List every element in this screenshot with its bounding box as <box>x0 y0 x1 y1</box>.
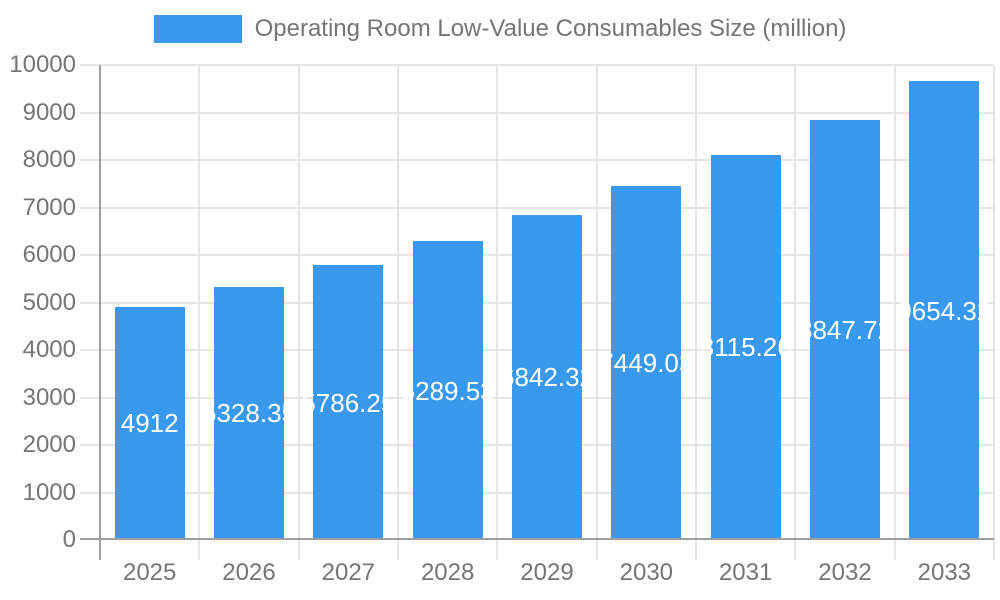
y-axis-label: 8000 <box>22 146 76 173</box>
bar[interactable] <box>114 306 185 540</box>
legend-swatch-icon <box>153 15 242 43</box>
y-axis-label: 6000 <box>22 241 76 268</box>
bar[interactable] <box>810 119 880 540</box>
bar-value-label: 9654.32 <box>897 295 992 326</box>
y-axis-label: 3000 <box>22 383 76 411</box>
bar-value-label: 6842.32 <box>500 362 594 393</box>
x-tick <box>397 540 399 560</box>
y-axis-label: 10000 <box>9 51 76 78</box>
x-gridline <box>993 65 995 540</box>
y-axis-label: 0 <box>62 526 76 553</box>
x-tick <box>794 540 797 560</box>
x-gridline <box>496 65 499 540</box>
x-gridline <box>198 65 201 540</box>
bar-value-label: 8847.72 <box>798 314 892 345</box>
x-tick <box>993 540 995 560</box>
x-axis-label: 2027 <box>321 559 376 586</box>
bar-value-label: 8115.26 <box>699 332 792 363</box>
x-axis-label: 2029 <box>520 559 574 586</box>
chart-title: Operating Room Low-Value Consumables Siz… <box>254 15 847 42</box>
y-axis-label: 5000 <box>22 288 76 316</box>
x-axis-label: 2031 <box>718 559 773 586</box>
bar[interactable] <box>412 241 483 540</box>
x-axis-label: 2033 <box>917 559 972 586</box>
legend[interactable]: Operating Room Low-Value Consumables Siz… <box>0 15 1000 43</box>
plot-area: 0 1000 2000 3000 4000 5000 6000 7000 8000 9000 100… <box>9 51 995 586</box>
bar[interactable] <box>512 214 582 540</box>
x-tick <box>893 540 896 560</box>
x-gridline <box>595 65 598 540</box>
bar[interactable] <box>313 265 384 540</box>
x-tick <box>198 540 201 560</box>
bar-value-label: 6289.53 <box>400 375 495 406</box>
x-axis-line <box>80 538 994 540</box>
x-axis-label: 2025 <box>122 559 177 586</box>
x-tick <box>496 540 499 560</box>
x-gridline <box>397 65 399 540</box>
bar[interactable] <box>710 154 781 540</box>
bar[interactable] <box>611 186 682 540</box>
bar[interactable] <box>214 286 284 540</box>
y-gridline <box>80 206 994 209</box>
y-gridline <box>80 159 994 161</box>
bar-value-label: 7449.03 <box>599 348 694 379</box>
x-axis-label: 2030 <box>619 559 674 586</box>
y-axis-label: 1000 <box>22 478 76 506</box>
bar-value-label: 5786.25 <box>301 387 396 418</box>
bar[interactable] <box>909 81 980 540</box>
y-axis-label: 9000 <box>22 98 76 126</box>
x-axis-label: 2026 <box>222 559 276 586</box>
x-axis-label: 2032 <box>818 559 872 586</box>
x-tick <box>695 540 697 560</box>
x-tick <box>595 540 598 560</box>
y-gridline <box>80 111 994 114</box>
y-gridline <box>80 64 994 66</box>
x-gridline <box>297 65 300 540</box>
y-axis-line <box>99 65 101 560</box>
bar-value-label: 4912 <box>120 408 179 439</box>
x-axis-label: 2028 <box>420 559 475 586</box>
x-gridline <box>893 65 896 540</box>
x-gridline <box>794 65 797 540</box>
bar-value-label: 5328.35 <box>202 398 296 429</box>
x-tick <box>297 540 300 560</box>
y-axis-label: 2000 <box>22 431 76 458</box>
y-axis-label: 7000 <box>22 193 76 221</box>
x-gridline <box>695 65 697 540</box>
y-axis-label: 4000 <box>22 336 76 363</box>
